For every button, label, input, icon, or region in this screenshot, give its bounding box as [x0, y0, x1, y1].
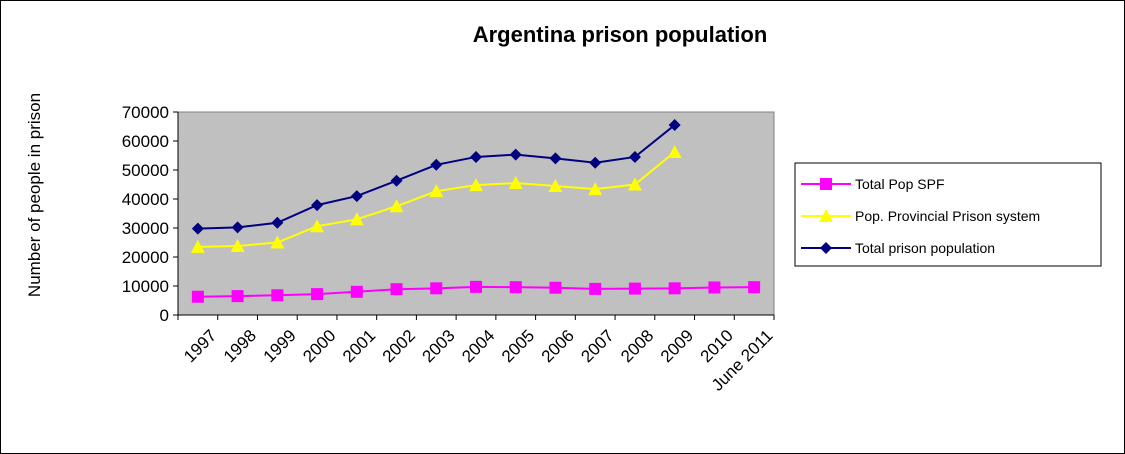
series-3	[191, 119, 681, 235]
data-point	[588, 182, 603, 196]
data-point	[708, 281, 721, 294]
series-1	[191, 280, 761, 303]
legend-label: Total prison population	[855, 240, 995, 256]
data-point	[191, 290, 204, 303]
x-tick-label: 1997	[180, 326, 220, 366]
data-point	[509, 281, 522, 294]
data-point	[390, 283, 403, 296]
data-point	[430, 282, 443, 295]
legend-label: Total Pop SPF	[855, 176, 945, 192]
x-tick-label: 2003	[419, 326, 459, 366]
x-tick-label: 2009	[657, 326, 697, 366]
data-point	[190, 239, 205, 253]
data-point	[667, 145, 682, 159]
x-tick-label: 2002	[379, 326, 419, 366]
data-point	[311, 288, 324, 301]
data-point	[470, 150, 482, 163]
data-point	[549, 152, 562, 165]
y-tick-label: 40000	[122, 190, 169, 209]
data-point	[350, 190, 363, 203]
x-tick-labels: 1997 1998 1999 2000 2001 2002 2003 2004 2005 2006…	[180, 326, 776, 395]
data-point	[509, 148, 522, 161]
legend-marker	[819, 209, 833, 222]
x-tick-label: 2008	[617, 326, 657, 366]
x-tick-label: 1998	[220, 326, 260, 366]
data-point	[389, 199, 404, 213]
chart-title: Argentina prison population	[472, 22, 768, 47]
legend-entry: Total prison population	[801, 240, 995, 256]
data-point	[548, 178, 563, 192]
data-point	[191, 222, 204, 235]
legend-marker	[820, 242, 832, 254]
data-point	[310, 219, 325, 233]
data-point	[231, 290, 244, 303]
series-layer	[190, 119, 761, 303]
data-point	[549, 281, 562, 294]
x-tick-label: 2006	[538, 326, 578, 366]
data-point	[230, 238, 245, 252]
legend-entry: Total Pop SPF	[801, 176, 945, 192]
y-tick-label: 10000	[122, 277, 169, 296]
y-tick-label: 50000	[122, 161, 169, 180]
data-point	[270, 235, 285, 249]
data-point	[429, 184, 444, 198]
legend: Total Pop SPF Pop. Provincial Prison syst…	[794, 162, 1102, 267]
y-tick-label: 70000	[122, 103, 169, 122]
data-point	[748, 281, 761, 294]
data-point	[350, 285, 363, 298]
axes	[173, 111, 775, 320]
data-point	[470, 280, 482, 293]
x-tick-label: 2000	[299, 326, 339, 366]
legend-entry: Pop. Provincial Prison system	[801, 208, 1040, 224]
data-point	[390, 174, 403, 187]
data-point	[627, 177, 642, 191]
data-point	[271, 289, 284, 302]
y-tick-labels: 0 10000 20000 30000 40000 50000 60000 70000	[122, 103, 169, 325]
data-point	[231, 221, 244, 234]
data-point	[628, 282, 641, 295]
legend-marker	[820, 178, 832, 190]
series-2	[190, 145, 682, 253]
data-point	[668, 119, 681, 132]
data-point	[668, 282, 681, 295]
data-point	[469, 178, 483, 192]
x-tick-label: 2001	[339, 326, 379, 366]
y-tick-label: 20000	[122, 248, 169, 267]
data-point	[589, 282, 602, 295]
data-point	[271, 216, 284, 229]
data-point	[508, 176, 523, 190]
data-point	[349, 212, 364, 226]
data-point	[430, 158, 443, 171]
y-tick-label: 60000	[122, 132, 169, 151]
x-tick-label: 1999	[260, 326, 300, 366]
data-point	[589, 156, 602, 169]
data-point	[628, 150, 641, 163]
legend-label: Pop. Provincial Prison system	[855, 208, 1040, 224]
x-tick-label: 2007	[577, 326, 617, 366]
y-tick-label: 0	[160, 306, 169, 325]
data-point	[311, 199, 324, 212]
x-tick-label: 2005	[498, 326, 538, 366]
x-tick-label: 2004	[458, 326, 498, 366]
y-tick-label: 30000	[122, 219, 169, 238]
